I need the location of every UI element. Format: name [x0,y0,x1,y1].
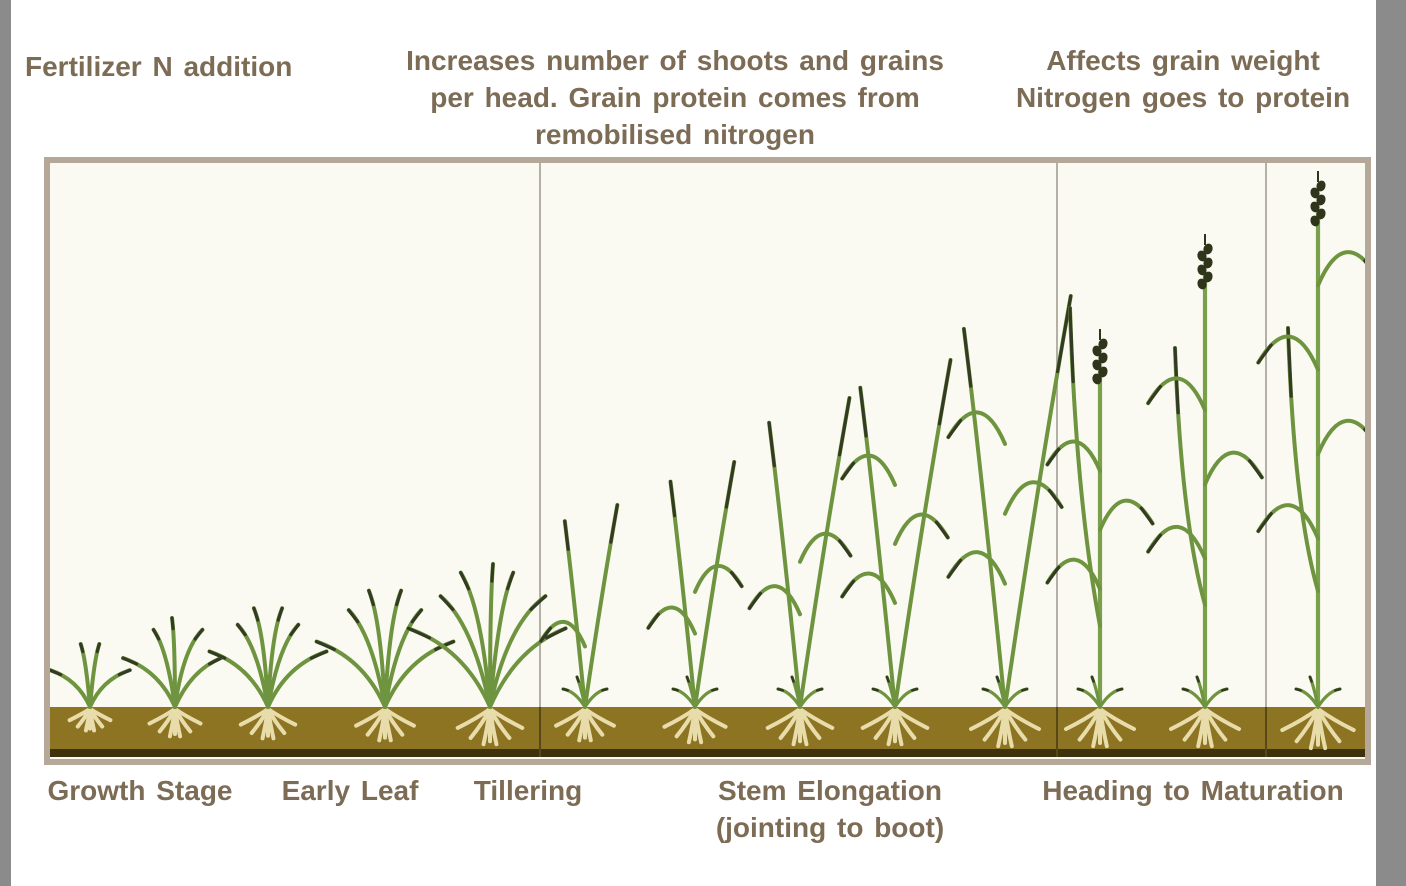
annotation-grain-weight-line1: Affects grain weight [1046,45,1320,76]
stage-label-heading-to-maturation: Heading to Maturation [1042,775,1344,806]
annotation-shoots-grains-line3: remobilised nitrogen [535,119,815,150]
frame-bar-right [1376,0,1406,886]
plant [207,606,329,741]
annotation-grain-weight-line2: Nitrogen goes to protein [1015,82,1351,113]
plant [50,642,132,733]
plant [1045,306,1155,749]
stage-label-early-leaf: Early Leaf [281,775,419,806]
plant [538,503,620,743]
growth-stages-panel [44,157,1371,765]
plant [406,562,568,747]
stage-label-growth-stage: Growth Stage [47,775,233,806]
frame-bar-left [0,0,11,886]
plant [840,358,953,747]
stage-label-tillering: Tillering [473,775,583,806]
stage-label-stem-elongation: Stem Elongation (jointing to boot) [680,772,980,846]
stage-label-stem-elongation-line2: (jointing to boot) [715,812,945,843]
plant [946,294,1073,749]
plant [1146,234,1264,749]
annotation-grain-weight: Affects grain weight Nitrogen goes to pr… [980,42,1386,116]
annotation-shoots-grains-line1: Increases number of shoots and grains [406,45,944,76]
growth-stages-illustration [50,163,1365,757]
plant [1256,171,1365,751]
annotation-shoots-grains-line2: per head. Grain protein comes from [430,82,920,113]
stage-label-stem-elongation-line1: Stem Elongation [718,775,942,806]
annotation-fertilizer-n-addition: Fertilizer N addition [25,51,293,82]
annotation-shoots-grains: Increases number of shoots and grains pe… [330,42,1020,153]
plant [747,396,853,747]
plant [121,616,223,739]
plant [646,460,744,745]
